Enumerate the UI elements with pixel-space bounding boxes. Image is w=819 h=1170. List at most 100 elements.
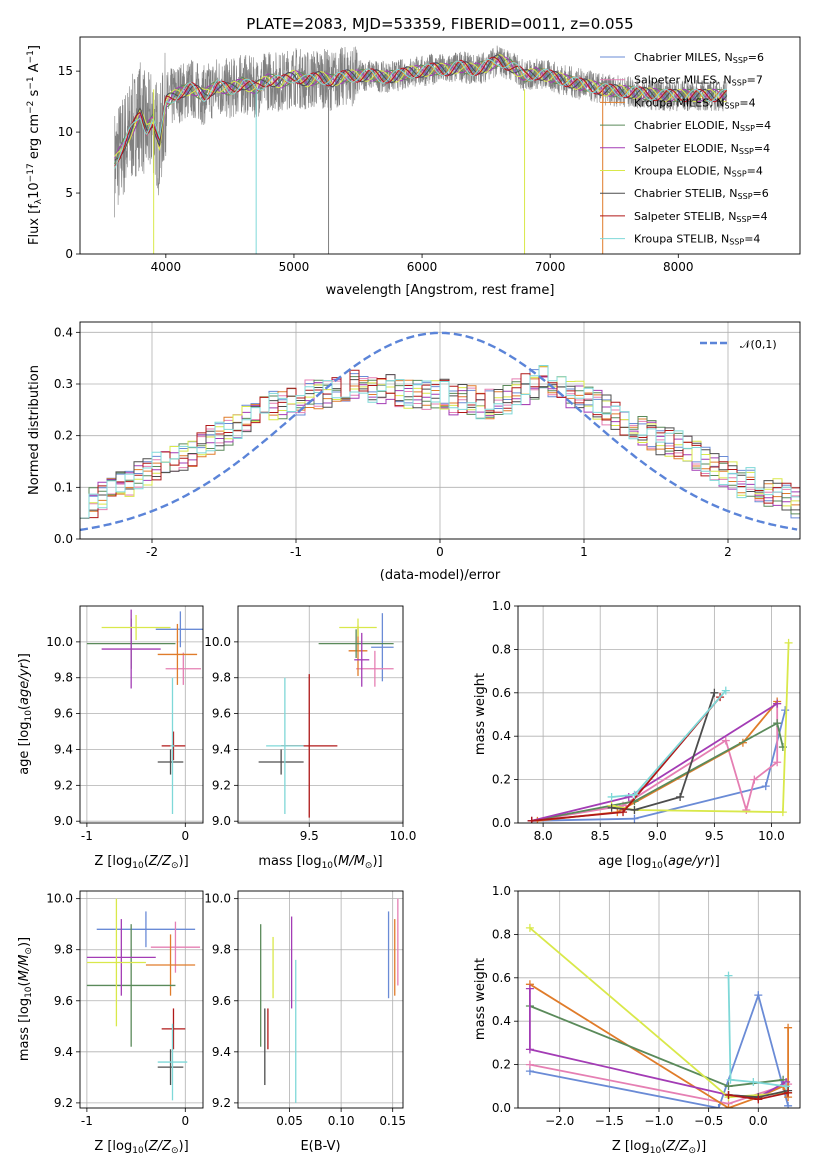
y-tick-label: 0.6	[492, 971, 511, 985]
y-tick-label: 9.2	[212, 778, 231, 792]
series-point	[525, 984, 534, 993]
series-point	[784, 1023, 793, 1032]
legend-label: Kroupa STELIB, NSSP=4	[634, 233, 760, 247]
x-axis-label: Z [log10(Z/Z⊙)]	[94, 854, 188, 871]
series-line	[611, 692, 716, 811]
y-axis-label: age [log10(age/yr)]	[17, 653, 34, 775]
series-point	[607, 792, 616, 801]
x-tick-label: 5000	[279, 260, 310, 274]
series-line	[611, 642, 790, 814]
histogram-plot-area	[80, 331, 800, 532]
y-tick-label: 1.0	[492, 599, 511, 613]
legend-label: Salpeter MILES, NSSP=7	[634, 74, 763, 88]
y-tick-label: 0.3	[54, 377, 73, 391]
y-tick-label: 15	[58, 64, 73, 78]
y-tick-label: 0.2	[492, 1058, 511, 1072]
series-point	[742, 805, 751, 814]
series-point	[749, 1077, 758, 1086]
y-tick-label: 0.1	[54, 480, 73, 494]
x-tick-label: 2	[724, 545, 732, 559]
mass-vs-EBV-plot-area	[260, 898, 399, 1103]
x-tick-label: 9.5	[300, 829, 319, 843]
series-point	[721, 686, 730, 695]
mass-weight-vs-Z-axes: −2.0 −1.5 −1.0 −0.5 0.0 0.0 0.2 0.4 0.6 0.8 1.0	[492, 884, 800, 1128]
y-tick-label: 9.4	[54, 1045, 73, 1059]
mass-weight-vs-age-axes: 8.0 8.5 9.0 9.5 10.0 0.0 0.2 0.4 0.6 0.8 1.0	[492, 599, 800, 843]
series-point	[724, 1104, 733, 1108]
mass-weight-vs-Z-plot-area	[525, 923, 793, 1108]
series-point	[525, 1045, 534, 1054]
x-tick-label: 9.5	[705, 829, 724, 843]
y-tick-label: 9.8	[212, 943, 231, 957]
series-point	[525, 1060, 534, 1069]
series-point	[630, 814, 639, 823]
mass-weight-vs-age-frame	[517, 605, 801, 824]
y-tick-label: 0.0	[54, 532, 73, 546]
model-spectrum-line	[114, 56, 728, 159]
series-point	[781, 706, 790, 715]
x-tick-label: 8.0	[534, 829, 553, 843]
mass-vs-EBV-frame	[237, 890, 404, 1109]
x-tick-label: 1	[580, 545, 588, 559]
legend-label: Salpeter STELIB, NSSP=4	[634, 210, 768, 224]
series-line	[531, 703, 779, 822]
x-tick-label: -1	[290, 545, 302, 559]
y-tick-label: 9.0	[212, 814, 231, 828]
series-point	[750, 775, 759, 784]
series-line	[531, 702, 778, 822]
series-point	[773, 699, 782, 708]
y-axis-label: mass [log10(M/M⊙)]	[17, 937, 34, 1061]
legend-label: Chabrier ELODIE, NSSP=4	[634, 119, 771, 133]
y-tick-label: 5	[65, 186, 73, 200]
x-tick-label: 9.0	[648, 829, 667, 843]
mass-vs-Z-axes: -1 0 9.2 9.4 9.6 9.8 10.0	[46, 891, 203, 1128]
y-tick-label: 0.4	[492, 1014, 511, 1028]
figure-title: PLATE=2083, MJD=53359, FIBERID=0011, z=0…	[246, 15, 633, 33]
y-tick-label: 9.6	[212, 707, 231, 721]
spectrum-frame	[79, 36, 801, 255]
y-axis-label: Flux [fλ10−17 erg cm−2 s−1 A−1]	[26, 45, 44, 245]
residuals-frame	[79, 321, 801, 540]
y-tick-label: 9.6	[54, 707, 73, 721]
legend-label: Kroupa ELODIE, NSSP=4	[634, 165, 763, 179]
spectrum-legend: Chabrier MILES, NSSP=6 Salpeter MILES, NS…	[600, 51, 771, 247]
x-tick-label: −1.5	[595, 1114, 624, 1128]
y-tick-label: 0.0	[492, 816, 511, 830]
y-tick-label: 9.8	[212, 671, 231, 685]
x-tick-label: 0	[181, 1114, 189, 1128]
age-vs-mass-frame	[237, 605, 404, 824]
series-point	[754, 1095, 763, 1104]
y-tick-label: 0.8	[492, 927, 511, 941]
y-tick-label: 1.0	[492, 884, 511, 898]
x-tick-label: 10.0	[390, 829, 417, 843]
normal-curve	[80, 331, 798, 532]
y-tick-label: 9.8	[54, 943, 73, 957]
series-line	[531, 721, 784, 822]
x-axis-label: (data-model)/error	[380, 568, 501, 583]
series-point	[784, 1088, 793, 1097]
series-point	[525, 923, 534, 932]
series-point	[607, 803, 616, 812]
series-point	[724, 971, 733, 980]
y-tick-label: 9.6	[54, 994, 73, 1008]
series-point	[724, 1090, 733, 1099]
mass-vs-Z-frame	[79, 890, 204, 1109]
x-axis-label: mass [log10(M/M⊙)]	[258, 854, 382, 871]
spectrum-axes: 4000 5000 6000 7000 8000 0 5 10 15	[58, 64, 694, 274]
y-tick-label: 9.0	[54, 814, 73, 828]
x-axis-label: age [log10(age/yr)]	[598, 854, 720, 871]
y-tick-label: 0.6	[492, 686, 511, 700]
x-axis-label: E(B-V)	[300, 1139, 340, 1154]
model-spectrum-line	[114, 54, 728, 157]
y-tick-label: 0.8	[492, 642, 511, 656]
series-point	[754, 991, 763, 1000]
y-tick-label: 9.6	[212, 994, 231, 1008]
y-tick-label: 10.0	[46, 635, 73, 649]
model-spectrum-line	[114, 56, 728, 167]
y-tick-label: 10	[58, 125, 73, 139]
y-tick-label: 0.0	[492, 1101, 511, 1115]
series-line	[611, 690, 727, 798]
y-tick-label: 9.2	[212, 1096, 231, 1110]
x-tick-label: 0	[436, 545, 444, 559]
